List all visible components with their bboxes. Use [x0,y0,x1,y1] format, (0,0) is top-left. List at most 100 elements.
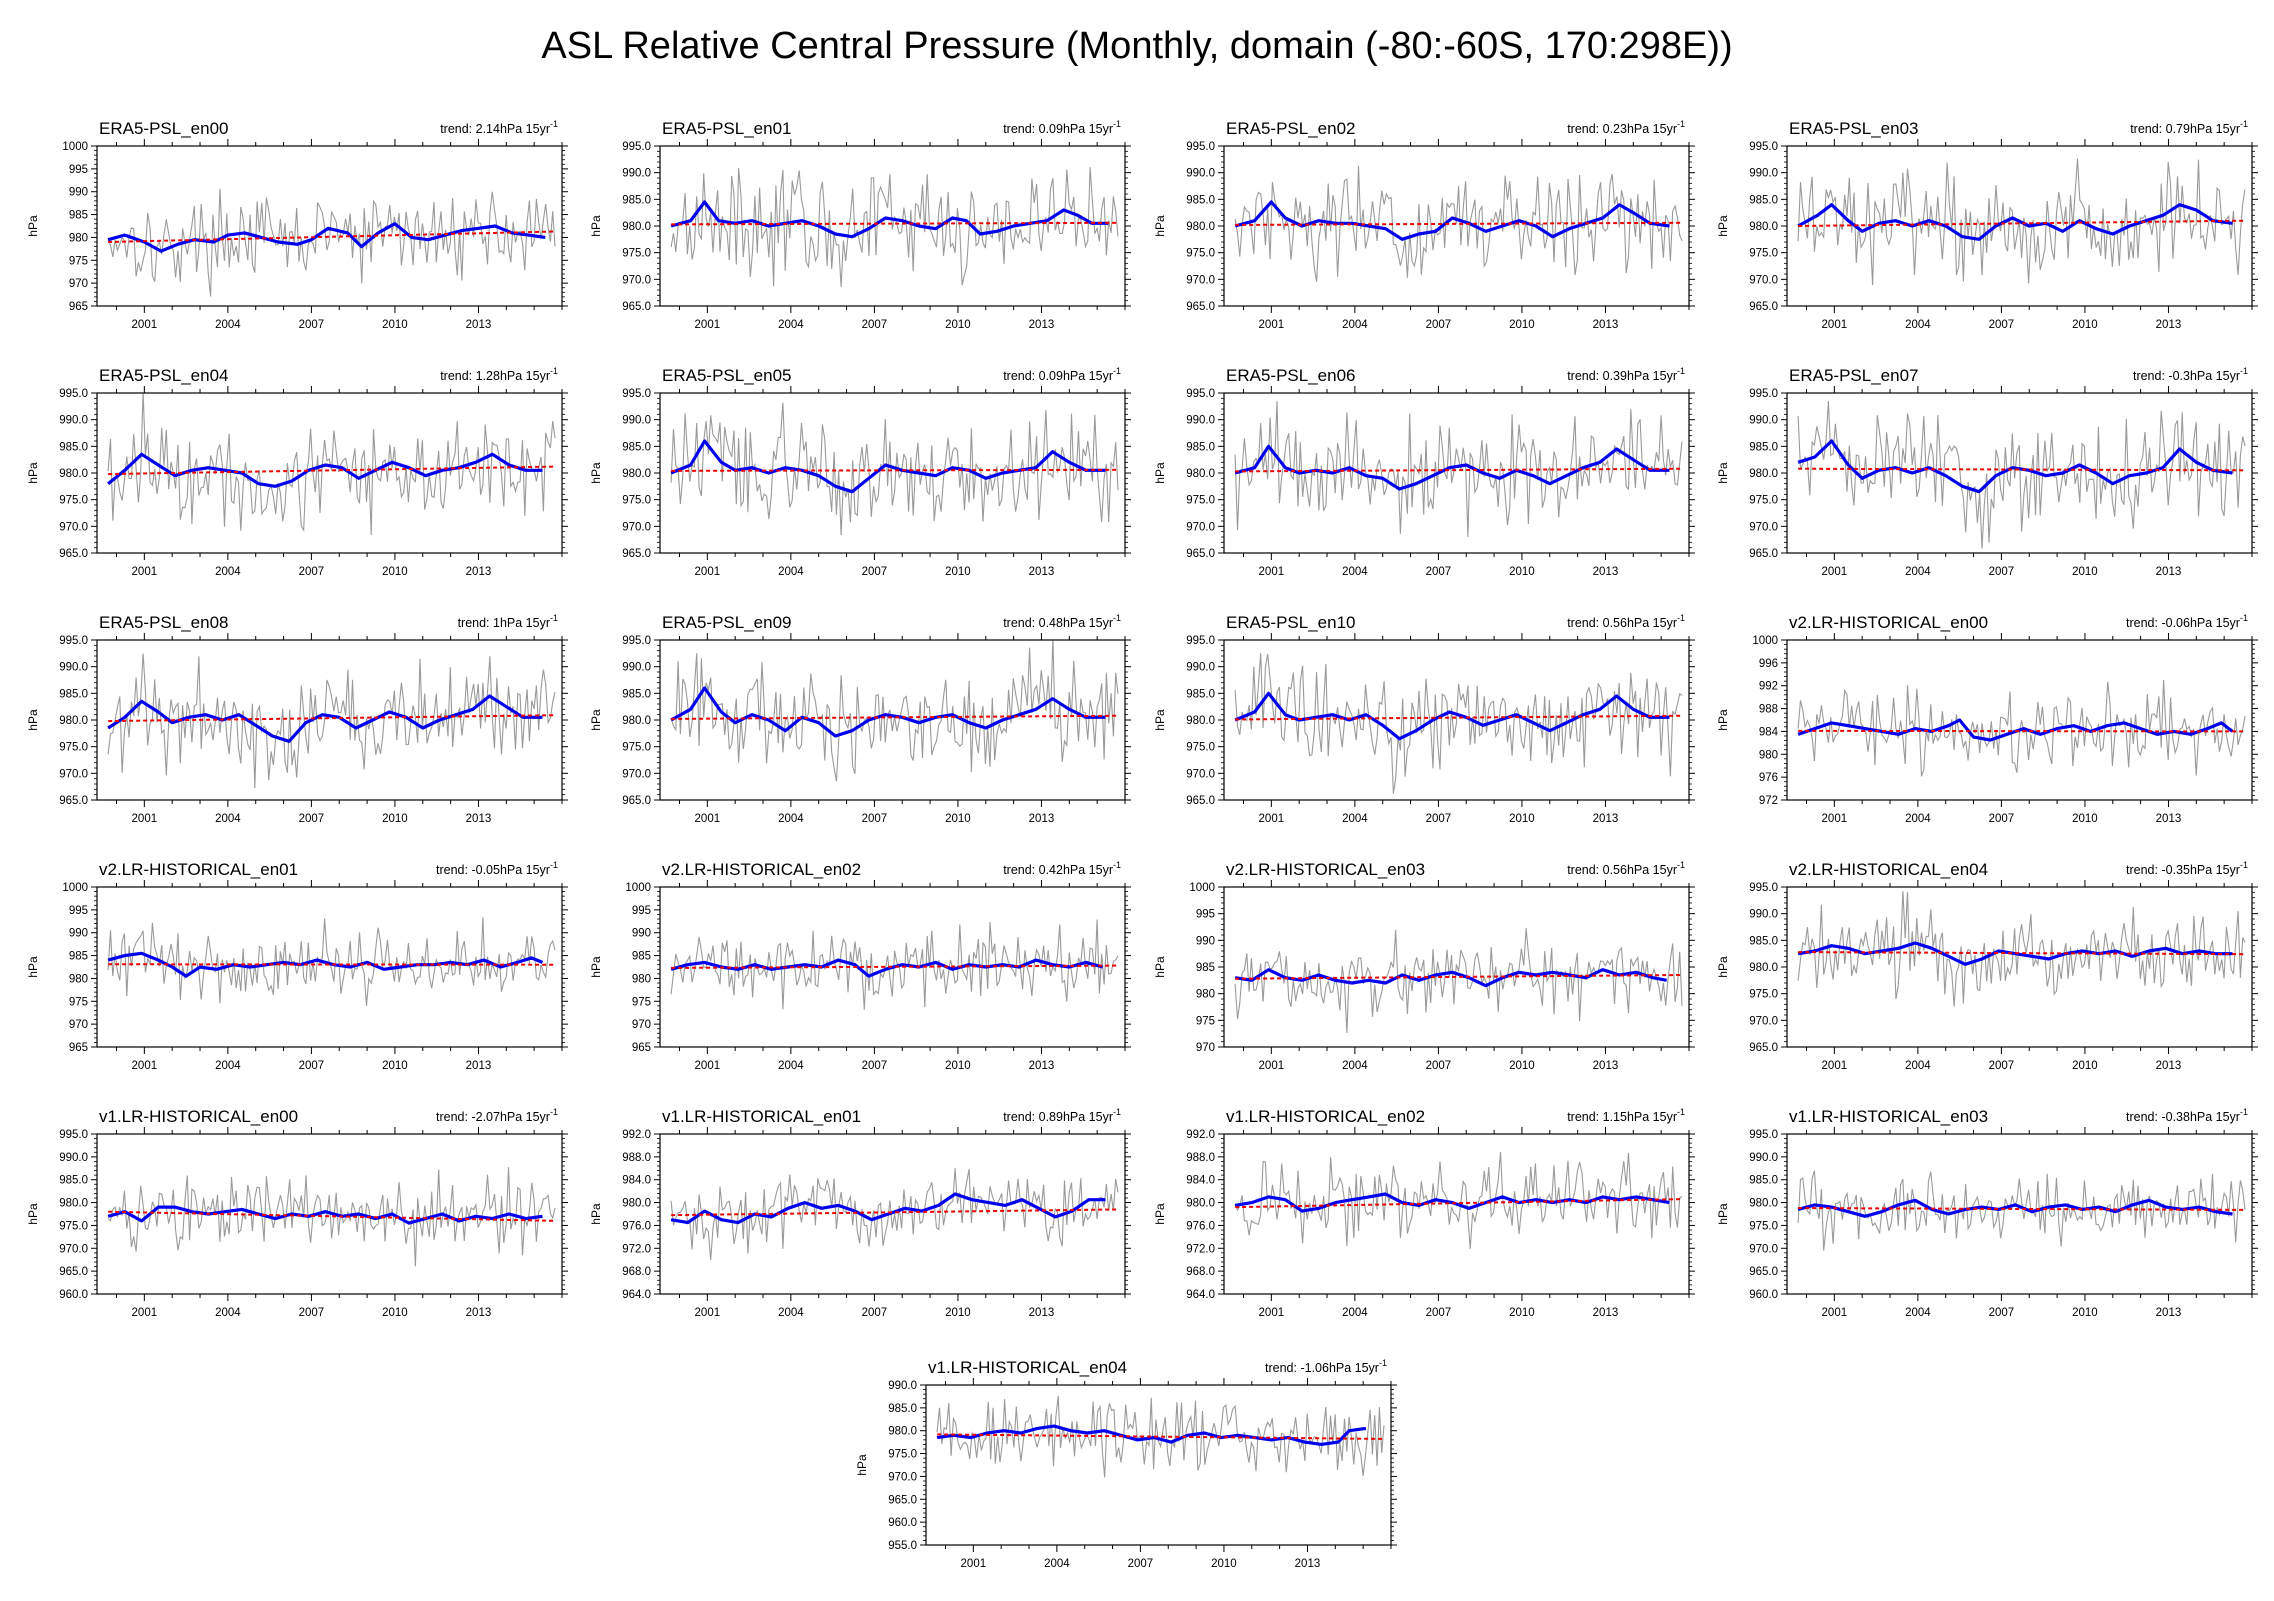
x-tick-label: 2013 [1029,813,1055,825]
x-tick-label: 2004 [1342,566,1368,578]
data-layer [107,1167,556,1267]
x-tick-label: 2001 [961,1558,987,1570]
chart-panel: ERA5-PSL_en05 trend: 0.09hPa 15yr-1 965.0 9… [589,366,1131,578]
trend-label: trend: 1hPa 15yr-1 [458,613,558,630]
x-tick-label: 2004 [215,1307,241,1319]
x-tick-label: 2010 [382,813,408,825]
x-tick-label: 2001 [1822,813,1848,825]
trend-unit-exponent: -1 [550,366,558,376]
x-tick-label: 2010 [2072,1307,2098,1319]
x-tick-label: 2013 [1593,813,1619,825]
plot-frame [659,886,1126,1048]
y-tick-label: 990.0 [888,1380,917,1392]
x-tick-label: 2007 [1989,813,2015,825]
data-layer [1797,158,2246,286]
y-tick-label: 1000 [1752,635,1778,647]
running-mean-line [107,694,543,743]
y-tick-label: 985.0 [59,688,88,700]
x-tick-label: 2004 [215,566,241,578]
y-tick-label: 988.0 [1186,1152,1215,1164]
trend-unit-exponent: -1 [1677,1107,1685,1117]
trend-line [108,714,556,723]
y-tick-label: 1000 [62,141,88,153]
plot-frame [659,392,1126,554]
y-tick-label: 972 [1759,795,1778,807]
y-tick-label: 990.0 [1749,909,1778,921]
y-axis-label: hPa [589,215,603,237]
y-tick-label: 995 [69,164,88,176]
chart-panel: v2.LR-HISTORICAL_en03 trend: 0.56hPa 15yr… [1153,860,1695,1072]
x-tick-label: 2004 [1342,319,1368,331]
y-tick-label: 965 [69,301,88,313]
trend-label: trend: 0.89hPa 15yr-1 [1003,1107,1121,1124]
x-tick-label: 2007 [862,566,888,578]
data-layer [1797,679,2246,777]
trend-label: trend: 0.56hPa 15yr-1 [1567,860,1685,877]
y-tick-label: 995.0 [622,141,651,153]
y-tick-label: 990.0 [1186,168,1215,180]
x-tick-label: 2007 [299,1060,325,1072]
x-tick-label: 2010 [1509,1307,1535,1319]
x-tick-label: 2001 [1822,1060,1848,1072]
x-tick-label: 2013 [2156,1060,2182,1072]
trend-label: trend: 0.48hPa 15yr-1 [1003,613,1121,630]
y-tick-label: 980.0 [59,1198,88,1210]
chart-panel: ERA5-PSL_en06 trend: 0.39hPa 15yr-1 965.0 9… [1153,366,1695,578]
y-tick-label: 985.0 [1749,1175,1778,1187]
y-axis-label: hPa [1716,1203,1730,1225]
data-layer [1234,400,1683,537]
y-tick-label: 985.0 [59,441,88,453]
y-tick-label: 984 [1759,726,1779,738]
trend-unit-exponent: -1 [2240,366,2248,376]
x-tick-label: 2013 [1593,566,1619,578]
x-tick-label: 2001 [132,813,158,825]
y-tick-label: 980 [69,232,88,244]
y-tick-label: 968.0 [1186,1266,1215,1278]
chart-panel: ERA5-PSL_en01 trend: 0.09hPa 15yr-1 965.0 9… [589,119,1131,331]
trend-label: trend: -0.38hPa 15yr-1 [2126,1107,2248,1124]
y-tick-label: 985.0 [1749,441,1778,453]
x-tick-label: 2007 [1426,1307,1452,1319]
chart-panel: v1.LR-HISTORICAL_en00 trend: -2.07hPa 15y… [26,1107,568,1319]
monthly-series-line [1797,891,2246,1007]
y-tick-label: 995.0 [1749,1129,1778,1141]
chart-panel: v2.LR-HISTORICAL_en04 trend: -0.35hPa 15y… [1716,860,2258,1072]
y-tick-label: 975.0 [59,742,88,754]
data-layer [107,917,556,1006]
y-tick-label: 985 [69,951,88,963]
y-tick-label: 980 [632,973,651,985]
trend-unit-exponent: -1 [1379,1358,1387,1368]
trend-unit-exponent: -1 [2240,119,2248,129]
trend-label: trend: -0.05hPa 15yr-1 [436,860,558,877]
y-tick-label: 980.0 [1186,715,1215,727]
y-axis-label: hPa [589,1203,603,1225]
y-tick-label: 964.0 [622,1289,651,1301]
x-tick-label: 2013 [2156,566,2182,578]
y-axis-label: hPa [26,709,40,731]
x-tick-label: 2010 [945,813,971,825]
y-tick-label: 980.0 [1186,468,1215,480]
trend-unit-exponent: -1 [1113,860,1121,870]
trend-unit-exponent: -1 [1113,613,1121,623]
monthly-series-line [1797,1170,2246,1251]
y-axis-label: hPa [26,462,40,484]
y-tick-label: 995.0 [622,388,651,400]
trend-label: trend: 0.79hPa 15yr-1 [2130,119,2248,136]
x-tick-label: 2010 [1509,1060,1535,1072]
x-tick-label: 2010 [382,319,408,331]
x-tick-label: 2004 [215,813,241,825]
x-tick-label: 2010 [945,566,971,578]
x-tick-label: 2010 [2072,1060,2098,1072]
panel-title: ERA5-PSL_en03 [1789,119,1918,138]
x-tick-label: 2013 [466,1060,492,1072]
y-tick-label: 985.0 [1749,935,1778,947]
y-tick-label: 985 [632,951,651,963]
trend-unit-exponent: -1 [1677,613,1685,623]
monthly-series-line [1797,158,2246,286]
x-tick-label: 2010 [945,1307,971,1319]
x-tick-label: 2013 [2156,319,2182,331]
running-mean-line [936,1424,1367,1447]
y-tick-label: 980.0 [59,715,88,727]
panel-title: ERA5-PSL_en00 [99,119,228,138]
y-tick-label: 964.0 [1186,1289,1215,1301]
